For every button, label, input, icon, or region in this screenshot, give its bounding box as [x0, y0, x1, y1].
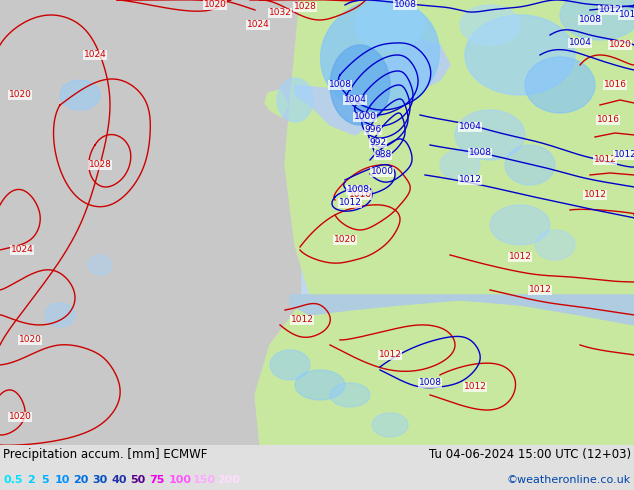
Text: 1012: 1012: [508, 252, 531, 262]
Ellipse shape: [330, 45, 390, 125]
Text: 1000: 1000: [354, 113, 377, 122]
Text: 1008: 1008: [394, 0, 417, 9]
Text: 1008: 1008: [469, 148, 491, 157]
Text: 1016: 1016: [597, 116, 619, 124]
Polygon shape: [265, 90, 288, 117]
Text: 40: 40: [112, 475, 127, 485]
Polygon shape: [292, 105, 460, 225]
Text: 1024: 1024: [11, 245, 34, 254]
Ellipse shape: [60, 80, 100, 110]
Text: 5: 5: [41, 475, 49, 485]
Polygon shape: [336, 0, 390, 90]
Polygon shape: [490, 0, 634, 145]
Text: 1020: 1020: [18, 336, 41, 344]
Text: 1012: 1012: [339, 198, 361, 207]
Polygon shape: [290, 385, 634, 445]
Ellipse shape: [355, 0, 425, 50]
Polygon shape: [295, 85, 370, 135]
Text: 1020: 1020: [9, 91, 32, 99]
Ellipse shape: [277, 78, 313, 122]
Ellipse shape: [560, 0, 634, 40]
Ellipse shape: [88, 255, 112, 275]
Text: Precipitation accum. [mm] ECMWF: Precipitation accum. [mm] ECMWF: [3, 448, 207, 462]
Text: 1020: 1020: [333, 236, 356, 245]
Text: 1016: 1016: [349, 191, 372, 199]
Polygon shape: [290, 80, 330, 140]
Text: 1012: 1012: [529, 286, 552, 294]
Polygon shape: [385, 40, 450, 90]
Text: 996: 996: [365, 125, 382, 134]
Text: 50: 50: [131, 475, 146, 485]
Text: 1024: 1024: [247, 21, 269, 29]
Text: 100: 100: [169, 475, 191, 485]
Text: 1012: 1012: [463, 382, 486, 392]
Text: 1012: 1012: [458, 175, 481, 184]
Text: 992: 992: [370, 139, 387, 147]
Text: 150: 150: [193, 475, 216, 485]
Polygon shape: [338, 0, 430, 125]
Ellipse shape: [525, 57, 595, 113]
Text: 1004: 1004: [344, 96, 366, 104]
Text: 0.5: 0.5: [3, 475, 22, 485]
Polygon shape: [255, 295, 400, 445]
Text: 1020: 1020: [204, 0, 226, 9]
Text: 1028: 1028: [294, 2, 316, 11]
Ellipse shape: [295, 370, 345, 400]
Text: ©weatheronline.co.uk: ©weatheronline.co.uk: [507, 475, 631, 485]
Text: Tu 04-06-2024 15:00 UTC (12+03): Tu 04-06-2024 15:00 UTC (12+03): [429, 448, 631, 462]
Polygon shape: [285, 0, 634, 445]
Text: 1020: 1020: [9, 413, 32, 421]
Ellipse shape: [535, 230, 575, 260]
Text: 1028: 1028: [89, 160, 112, 170]
Ellipse shape: [270, 350, 310, 380]
Ellipse shape: [372, 413, 408, 437]
Text: 75: 75: [150, 475, 165, 485]
Text: 1008: 1008: [578, 16, 602, 24]
Ellipse shape: [505, 145, 555, 185]
Text: 988: 988: [374, 150, 392, 159]
Text: 1012: 1012: [614, 150, 634, 159]
Text: 1000: 1000: [370, 168, 394, 176]
Ellipse shape: [455, 110, 525, 160]
Text: 20: 20: [74, 475, 89, 485]
Ellipse shape: [490, 205, 550, 245]
Text: 1012: 1012: [619, 10, 634, 20]
Text: 1012: 1012: [378, 350, 401, 360]
Polygon shape: [360, 155, 420, 250]
Text: 1008: 1008: [418, 378, 441, 388]
Text: 1020: 1020: [609, 41, 631, 49]
Text: 1032: 1032: [269, 8, 292, 18]
Text: 1012: 1012: [598, 5, 621, 15]
Text: 1008: 1008: [328, 80, 351, 90]
Text: 1016: 1016: [604, 80, 626, 90]
Text: 200: 200: [217, 475, 240, 485]
Ellipse shape: [465, 15, 575, 95]
Text: 1012: 1012: [593, 155, 616, 165]
Polygon shape: [290, 295, 634, 325]
Text: 2: 2: [27, 475, 36, 485]
Text: 1012: 1012: [583, 191, 607, 199]
Ellipse shape: [330, 383, 370, 407]
Text: 10: 10: [55, 475, 70, 485]
Text: 1012: 1012: [290, 316, 313, 324]
Ellipse shape: [45, 303, 75, 327]
Text: 30: 30: [93, 475, 108, 485]
Text: 1024: 1024: [84, 50, 107, 59]
Polygon shape: [430, 0, 520, 85]
Bar: [0, 0, 300, 445]
Ellipse shape: [460, 5, 520, 45]
Text: 1004: 1004: [458, 122, 481, 131]
Ellipse shape: [440, 150, 480, 180]
Ellipse shape: [321, 0, 439, 111]
Text: 1004: 1004: [569, 39, 592, 48]
Text: 1008: 1008: [347, 186, 370, 195]
